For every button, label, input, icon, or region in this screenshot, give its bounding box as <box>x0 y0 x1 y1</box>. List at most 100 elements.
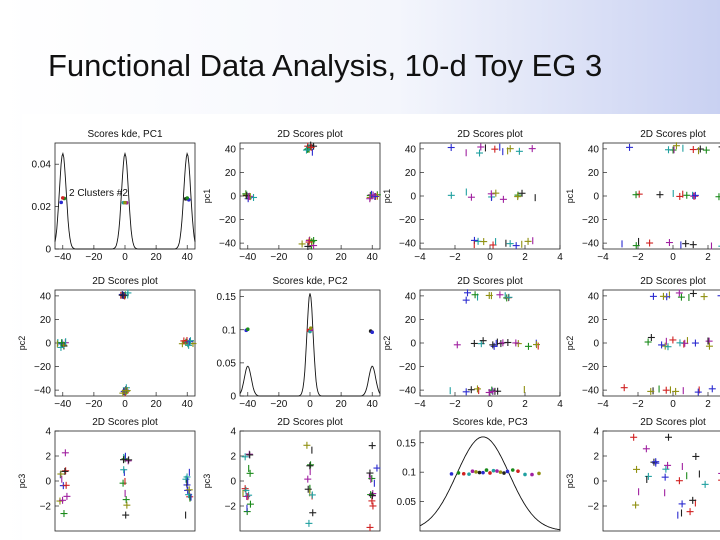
x-tick-label: 0 <box>487 399 493 410</box>
y-tick-label: 40 <box>588 144 600 155</box>
data-point <box>306 462 314 470</box>
data-point <box>678 500 686 508</box>
y-tick-label: −20 <box>34 362 51 373</box>
x-tick-label: 0 <box>122 399 128 410</box>
y-tick-label: 20 <box>405 168 417 179</box>
y-tick-label: 4 <box>593 427 599 438</box>
data-point <box>62 481 70 489</box>
x-tick-label: 0 <box>307 252 313 263</box>
data-point <box>366 469 374 477</box>
data-point <box>662 386 670 394</box>
data-point <box>241 453 249 461</box>
y-axis-label: pc1 <box>202 189 212 204</box>
x-tick-label: 0 <box>670 252 676 263</box>
x-tick-label: −2 <box>632 399 644 410</box>
x-tick-label: 2 <box>522 399 528 410</box>
panel-title: Scores kde, PC3 <box>452 417 527 428</box>
panel-2-3: 2D Scores plot pc3 −2 0 2 4 <box>565 417 720 532</box>
data-point <box>672 142 680 150</box>
x-tick-label: −4 <box>597 252 609 263</box>
data-point <box>368 474 376 482</box>
data-point <box>502 471 506 475</box>
data-point <box>708 385 716 393</box>
data-point <box>456 471 461 475</box>
data-point <box>675 289 683 297</box>
data-point <box>123 200 127 205</box>
panel-title: Scores kde, PC1 <box>87 129 162 140</box>
data-point <box>59 496 67 504</box>
data-point <box>480 238 488 246</box>
data-point <box>647 387 655 395</box>
kde-curve <box>239 293 381 397</box>
data-point <box>307 143 315 151</box>
data-point <box>620 384 628 392</box>
panel-title: 2D Scores plot <box>640 129 706 140</box>
data-point <box>701 480 709 488</box>
x-tick-label: −20 <box>270 399 287 410</box>
data-point <box>689 290 697 298</box>
axes-box <box>602 142 720 250</box>
x-tick-label: 4 <box>557 252 563 263</box>
data-point <box>676 339 684 347</box>
data-point <box>512 339 520 347</box>
data-point <box>246 451 254 459</box>
data-point <box>515 147 523 155</box>
data-point <box>705 342 713 350</box>
data-point <box>453 341 461 349</box>
x-tick-label: −20 <box>85 252 102 263</box>
x-tick-label: 0 <box>487 252 493 263</box>
data-point <box>661 473 669 481</box>
data-point <box>470 469 475 474</box>
x-tick-label: 40 <box>367 252 379 263</box>
data-point <box>308 326 313 330</box>
data-point <box>63 492 71 500</box>
y-tick-label: 0 <box>593 339 599 350</box>
data-point <box>702 146 710 154</box>
data-point <box>481 470 485 475</box>
y-tick-label: 40 <box>405 291 417 302</box>
data-point <box>467 193 475 201</box>
data-point <box>58 339 66 347</box>
y-tick-label: −20 <box>399 215 416 226</box>
panel-2-2: Scores kde, PC3 0.05 0.1 0.15 <box>397 417 561 532</box>
data-point <box>241 485 249 493</box>
x-tick-label: 20 <box>151 399 163 410</box>
y-tick-label: 0 <box>230 392 236 403</box>
data-point <box>488 471 492 475</box>
data-point <box>523 472 527 477</box>
data-point <box>510 468 515 472</box>
y-tick-label: 40 <box>588 291 600 302</box>
panel-1-0: 2D Scores plot pc2 −40 −20 0 20 40 −40 −20 0 20 40 <box>17 276 197 410</box>
data-point <box>632 501 640 509</box>
data-point <box>470 339 478 347</box>
data-point <box>512 242 520 250</box>
data-point <box>491 145 499 153</box>
data-point <box>642 445 650 453</box>
data-point <box>530 472 534 477</box>
data-point <box>664 461 672 469</box>
data-point <box>60 510 68 518</box>
data-point <box>524 237 532 245</box>
data-point <box>57 343 65 351</box>
data-point <box>505 293 513 301</box>
data-point <box>303 441 311 449</box>
data-point <box>495 469 499 473</box>
y-axis-label: pc2 <box>565 336 575 351</box>
data-point <box>485 388 493 396</box>
data-point <box>491 468 496 473</box>
axes-box <box>419 289 561 397</box>
data-point <box>496 291 504 299</box>
data-point <box>371 192 379 200</box>
data-point <box>665 146 673 154</box>
data-point <box>694 388 702 396</box>
data-point <box>122 511 130 519</box>
data-point <box>477 470 482 475</box>
x-tick-label: −40 <box>54 252 71 263</box>
data-point <box>504 338 512 346</box>
data-point <box>630 433 638 441</box>
data-point <box>245 327 250 332</box>
y-axis-label: pc2 <box>17 336 27 351</box>
